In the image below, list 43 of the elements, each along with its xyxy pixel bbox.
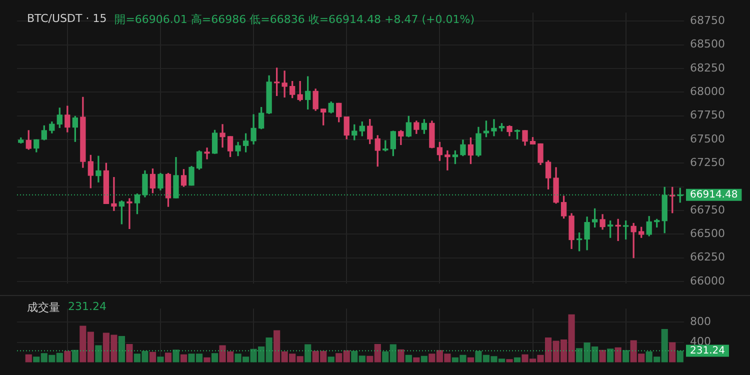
bar — [72, 350, 78, 362]
y-tick-label: 66250 — [690, 250, 725, 264]
y-tick-label: 66750 — [690, 203, 725, 216]
bar — [405, 354, 412, 362]
bar — [95, 345, 102, 362]
bar — [398, 349, 404, 362]
chart-subtitle: 開=66906.01 高=66986 低=66836 收=66914.48 +8.47 (+0.01%) — [114, 12, 474, 27]
y-tick-label: 68250 — [690, 61, 725, 74]
bar — [25, 354, 32, 362]
bar — [304, 344, 312, 362]
y-tick-label: 68750 — [690, 14, 725, 27]
bar — [328, 356, 334, 362]
y-tick-label: 66500 — [690, 227, 725, 240]
bar — [669, 342, 676, 362]
bar — [64, 350, 71, 362]
y-tick-label: 66000 — [690, 274, 725, 288]
bar — [607, 348, 614, 362]
chart-title: 成交量 — [27, 300, 60, 315]
bar — [599, 350, 606, 362]
bar — [420, 356, 428, 362]
bar — [126, 344, 133, 362]
chart-title: BTC/USDT · 15 — [27, 12, 107, 27]
bar — [211, 353, 218, 362]
bar — [164, 352, 172, 362]
bar — [506, 359, 513, 362]
bar — [157, 356, 164, 362]
bar — [149, 352, 156, 362]
chart-subtitle: 231.24 — [68, 300, 106, 315]
bar — [614, 347, 622, 362]
bar — [204, 357, 210, 362]
y-tick-label: 800 — [690, 315, 711, 328]
bar — [172, 350, 180, 362]
y-tick-label: 67250 — [690, 156, 725, 170]
y-tick-label: 67750 — [690, 108, 725, 122]
bar — [118, 336, 125, 362]
bar — [622, 350, 630, 362]
ref-line-label: 66914.48 — [690, 190, 738, 201]
y-tick-label: 68000 — [690, 84, 725, 98]
y-tick-label: 67500 — [690, 132, 725, 146]
bar — [180, 354, 188, 362]
bar — [676, 350, 684, 362]
y-tick-label: 68500 — [690, 38, 725, 51]
ref-line-label: 231.24 — [690, 345, 725, 356]
